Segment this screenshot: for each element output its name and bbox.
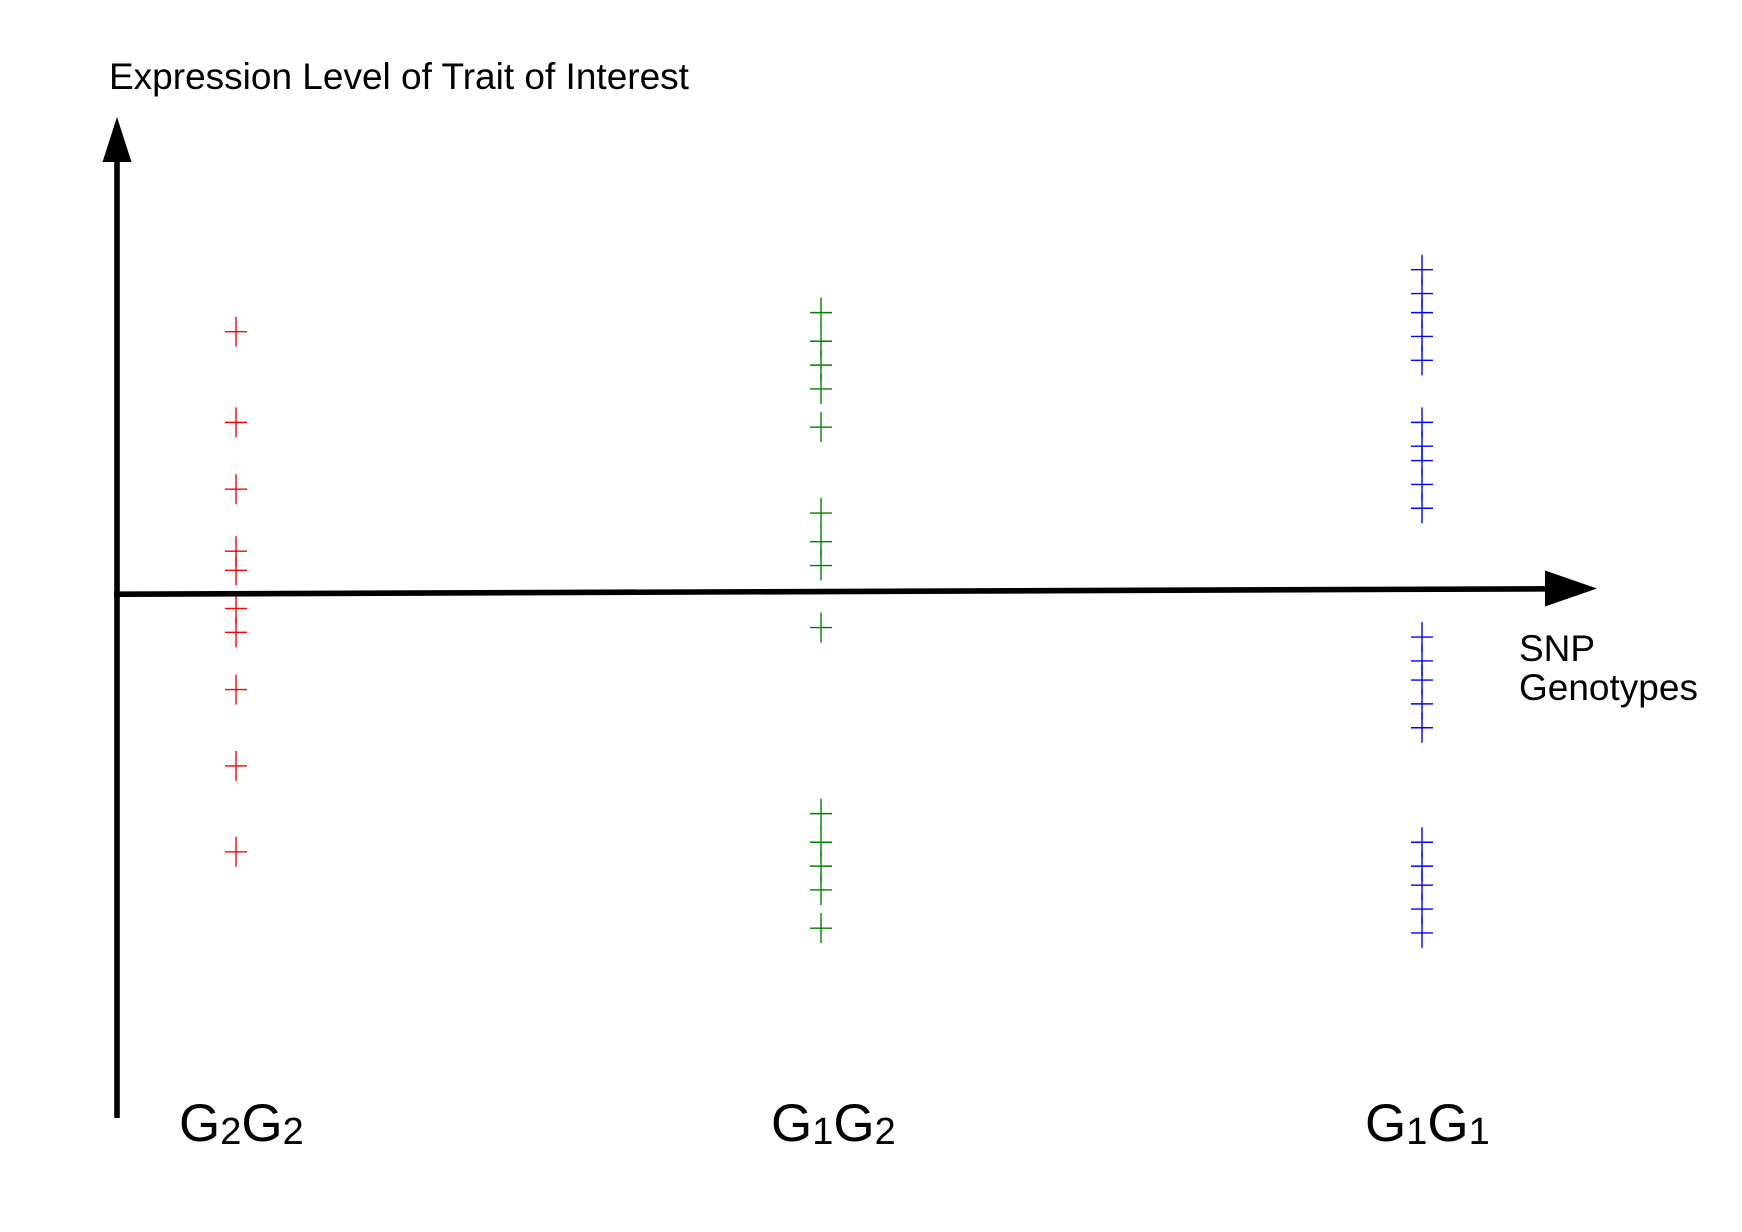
x-axis-arrowhead [1545, 570, 1597, 607]
data-point-marker [225, 674, 247, 705]
data-point-marker [225, 316, 247, 347]
series-2 [810, 297, 832, 944]
data-point-marker [1411, 493, 1433, 524]
y-axis-arrowhead [102, 117, 132, 162]
category-label: G1G1 [1365, 1094, 1490, 1153]
data-point-marker [225, 750, 247, 781]
data-point-marker [810, 373, 832, 404]
category-label: G1G2 [771, 1094, 896, 1153]
data-point-marker [1411, 917, 1433, 948]
y-axis-label: Expression Level of Trait of Interest [109, 56, 690, 97]
data-point-marker [810, 612, 832, 643]
data-point-marker [810, 874, 832, 905]
data-point-marker [810, 412, 832, 443]
data-point-marker [225, 474, 247, 505]
category-label: G2G2 [179, 1094, 304, 1153]
data-markers [225, 254, 1433, 948]
series-3 [1411, 254, 1433, 948]
data-point-marker [810, 798, 832, 829]
data-point-marker [225, 407, 247, 438]
data-point-marker [1411, 712, 1433, 743]
data-point-marker [225, 617, 247, 648]
data-point-marker [1411, 345, 1433, 376]
data-point-marker [225, 836, 247, 867]
x-axis [113, 586, 1551, 597]
data-point-marker [810, 913, 832, 944]
x-axis-label: SNP Genotypes [1519, 628, 1698, 708]
data-point-marker [810, 498, 832, 529]
data-point-marker [810, 297, 832, 328]
data-point-marker [810, 550, 832, 581]
series-1 [225, 316, 247, 867]
category-labels: G2G2 G1G2 G1G1 [179, 1094, 1490, 1153]
data-point-marker [225, 555, 247, 586]
